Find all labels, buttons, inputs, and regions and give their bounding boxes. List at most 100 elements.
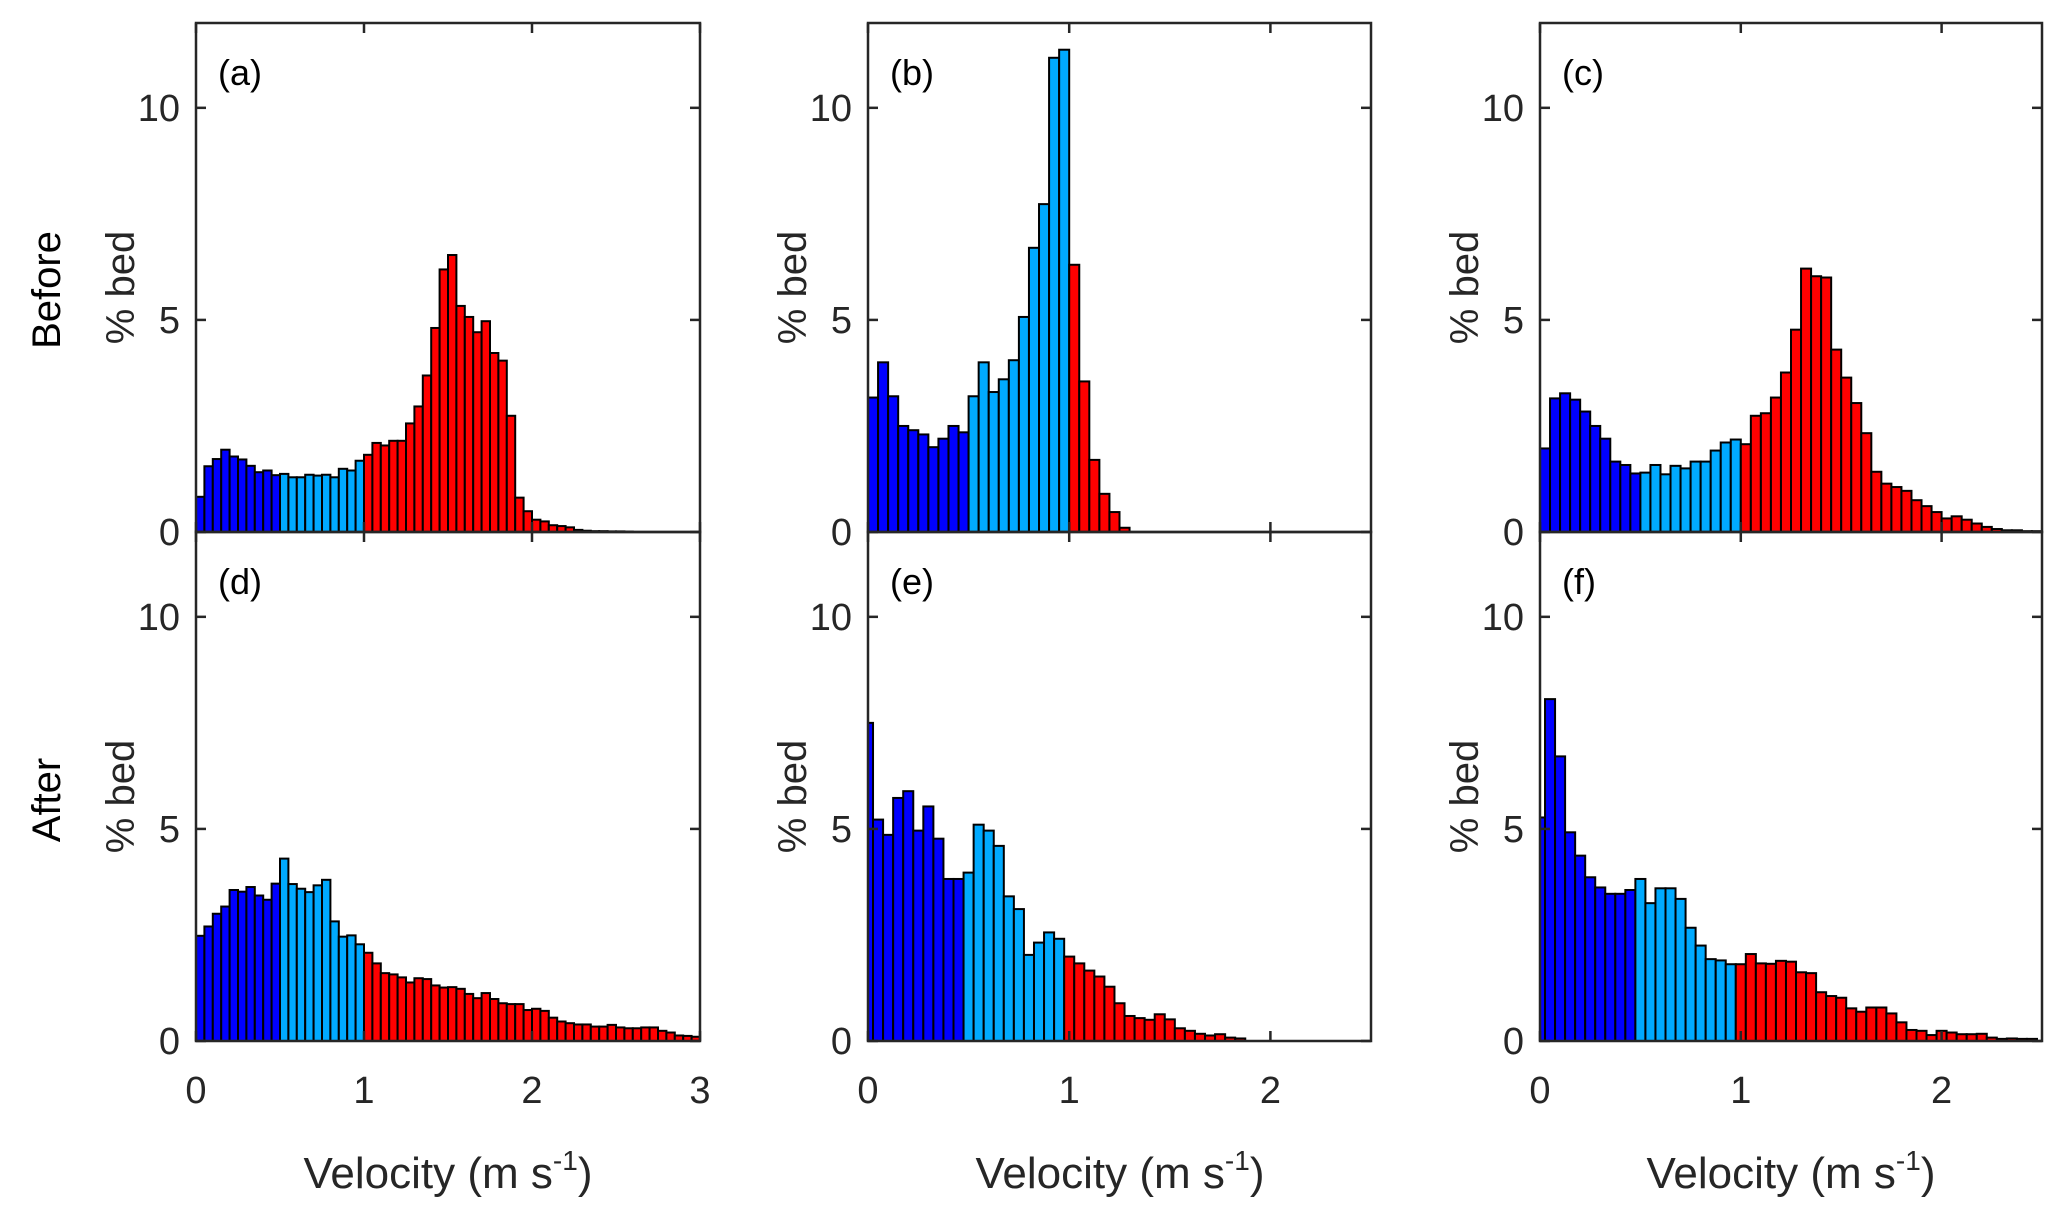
x-tick-label: 3 <box>689 1070 710 1112</box>
y-tick-label: 5 <box>159 300 180 342</box>
bar <box>1885 1012 1898 1041</box>
bar <box>623 1027 634 1041</box>
bar <box>1609 460 1622 532</box>
bar <box>1679 467 1692 532</box>
bar <box>967 395 980 532</box>
bar <box>1784 960 1798 1041</box>
bar <box>1850 402 1863 532</box>
bar <box>363 453 374 532</box>
bar <box>346 934 357 1041</box>
xlabel-right-close: ) <box>1921 1149 1936 1198</box>
bar <box>1739 443 1752 532</box>
bar <box>1183 1029 1196 1041</box>
panel-d: 0 5 10 0 1 2 3 (d) % bed <box>99 530 711 1112</box>
bar <box>1774 959 1787 1041</box>
bar <box>1584 876 1597 1041</box>
bar <box>1734 963 1747 1041</box>
x-tick-label: 0 <box>1529 1070 1550 1112</box>
bar <box>354 943 366 1041</box>
bar <box>581 1023 592 1041</box>
bar <box>937 437 950 532</box>
bar <box>1779 371 1792 532</box>
bar <box>321 473 332 532</box>
bar <box>1614 892 1627 1041</box>
bars-f <box>1540 698 2038 1041</box>
bar <box>631 1027 643 1041</box>
bar <box>270 474 282 532</box>
bar <box>279 472 290 532</box>
x-tick-label: 2 <box>1931 1070 1952 1112</box>
bar <box>868 396 880 532</box>
bar <box>1007 359 1020 532</box>
bar <box>480 320 492 532</box>
bar <box>337 467 349 532</box>
xlabel-left-sup: -1 <box>553 1145 578 1176</box>
bar <box>279 857 290 1041</box>
bar <box>1644 902 1657 1041</box>
bar <box>295 887 307 1041</box>
bar <box>1820 276 1833 532</box>
bar <box>363 951 374 1041</box>
bar <box>287 883 298 1041</box>
bar <box>430 984 441 1041</box>
bar <box>203 925 214 1041</box>
bar <box>497 359 508 532</box>
bar <box>228 455 240 532</box>
bar <box>1930 511 1943 532</box>
bar <box>1549 397 1562 532</box>
bar <box>1749 414 1762 532</box>
bar <box>472 331 483 532</box>
bar <box>1910 499 1923 532</box>
bars-b <box>868 48 1131 532</box>
bar <box>539 520 550 532</box>
x-tick-label: 1 <box>1730 1070 1751 1112</box>
x-tick-label: 1 <box>353 1070 374 1112</box>
bar <box>312 474 324 532</box>
bars-c <box>1540 267 2042 532</box>
bar <box>932 837 945 1041</box>
bar <box>1634 877 1647 1041</box>
y-tick-label: 5 <box>831 300 852 342</box>
bar <box>556 1020 567 1041</box>
bar <box>952 877 965 1041</box>
bar <box>1699 460 1712 532</box>
bar <box>917 433 930 532</box>
bar <box>1629 472 1642 532</box>
bar <box>564 1022 575 1041</box>
bar <box>1805 972 1818 1041</box>
bar <box>1649 463 1662 532</box>
bar <box>1118 526 1131 532</box>
x-tick-label: 0 <box>185 1070 206 1112</box>
bar <box>1945 1031 1958 1041</box>
bar <box>1048 56 1061 532</box>
bar <box>1624 888 1637 1041</box>
y-tick-label: 10 <box>138 88 180 130</box>
bar <box>522 1009 533 1041</box>
bar <box>1674 897 1687 1041</box>
bar <box>1840 376 1853 532</box>
bar <box>902 790 915 1041</box>
bar <box>1544 698 1557 1041</box>
bar <box>514 496 525 532</box>
x-tick-label: 0 <box>857 1070 878 1112</box>
bar <box>1133 1017 1146 1041</box>
bar <box>598 1025 609 1041</box>
bar <box>438 268 450 532</box>
bar <box>1574 854 1587 1041</box>
bar <box>1123 1014 1136 1041</box>
bar <box>396 976 408 1041</box>
xlabel-right-main: Velocity (m s <box>1647 1149 1896 1198</box>
bar <box>1093 975 1106 1041</box>
bar <box>1012 908 1025 1041</box>
bar <box>1970 522 1983 532</box>
bar <box>196 495 206 532</box>
bar <box>1564 831 1577 1041</box>
bars-d <box>196 857 700 1041</box>
y-tick-label: 0 <box>159 1021 180 1063</box>
bar <box>987 391 1000 532</box>
bar <box>1709 449 1722 532</box>
bar <box>1920 505 1933 532</box>
bar <box>463 992 475 1041</box>
bar <box>421 978 433 1041</box>
bar <box>872 818 885 1041</box>
